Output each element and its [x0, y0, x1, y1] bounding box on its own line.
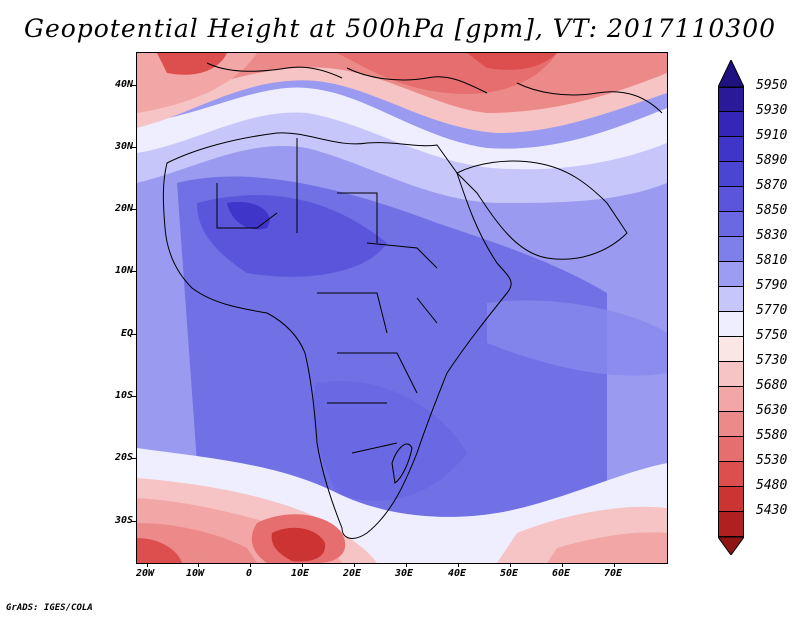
- colorbar-label: 5810: [756, 253, 788, 268]
- geopotential-field: [137, 53, 667, 563]
- colorbar-swatch: [718, 437, 744, 462]
- colorbar-label: 5750: [756, 328, 788, 343]
- lon-tick: [614, 563, 615, 567]
- lat-tick: [131, 85, 136, 86]
- colorbar-swatch: [718, 412, 744, 437]
- lat-label: 20S: [114, 452, 133, 463]
- lat-label: 10N: [114, 265, 133, 276]
- lat-tick: [131, 271, 136, 272]
- colorbar-bottom-arrow: [718, 537, 744, 555]
- colorbar-swatch: [718, 87, 744, 112]
- lat-tick: [131, 458, 136, 459]
- lon-tick: [198, 563, 199, 567]
- colorbar-label: 5530: [756, 453, 788, 468]
- colorbar-swatch: [718, 512, 744, 537]
- lat-tick: [131, 147, 136, 148]
- colorbar-label: 5950: [756, 78, 788, 93]
- lat-tick: [131, 396, 136, 397]
- lon-tick: [354, 563, 355, 567]
- lon-label: 10E: [291, 568, 310, 579]
- colorbar-label: 5850: [756, 203, 788, 218]
- colorbar-label: 5480: [756, 478, 788, 493]
- colorbar-label: 5770: [756, 303, 788, 318]
- lon-tick: [147, 563, 148, 567]
- lon-tick: [510, 563, 511, 567]
- colorbar-swatch: [718, 137, 744, 162]
- colorbar-swatch: [718, 262, 744, 287]
- lat-label: EQ: [120, 328, 133, 339]
- colorbar-label: 5580: [756, 428, 788, 443]
- footer-credit: GrADS: IGES/COLA: [6, 603, 93, 613]
- map-panel: [136, 52, 668, 564]
- lat-label: 30N: [114, 141, 133, 152]
- lat-label: 30S: [114, 515, 133, 526]
- colorbar-label: 5680: [756, 378, 788, 393]
- colorbar-swatch: [718, 337, 744, 362]
- lon-label: 10W: [186, 568, 205, 579]
- lat-label: 20N: [114, 203, 133, 214]
- colorbar-swatch: [718, 487, 744, 512]
- lon-label: 70E: [604, 568, 623, 579]
- lat-tick: [131, 209, 136, 210]
- lat-tick: [131, 334, 136, 335]
- lon-tick: [250, 563, 251, 567]
- lon-tick: [302, 563, 303, 567]
- colorbar-label: 5630: [756, 403, 788, 418]
- lat-label: 40N: [114, 79, 133, 90]
- lon-label: 0: [246, 568, 253, 579]
- colorbar-swatch: [718, 187, 744, 212]
- colorbar-swatch: [718, 462, 744, 487]
- colorbar-label: 5830: [756, 228, 788, 243]
- colorbar-label: 5910: [756, 128, 788, 143]
- lon-label: 20E: [343, 568, 362, 579]
- colorbar-label: 5930: [756, 103, 788, 118]
- lon-tick: [406, 563, 407, 567]
- colorbar-swatch: [718, 287, 744, 312]
- lon-label: 20W: [136, 568, 155, 579]
- colorbar-label: 5890: [756, 153, 788, 168]
- colorbar-swatch: [718, 162, 744, 187]
- map-title: Geopotential Height at 500hPa [gpm], VT:…: [23, 14, 777, 43]
- lat-tick: [131, 521, 136, 522]
- colorbar-swatch: [718, 387, 744, 412]
- lon-tick: [562, 563, 563, 567]
- colorbar-swatch: [718, 212, 744, 237]
- lat-label: 10S: [114, 390, 133, 401]
- colorbar-swatch: [718, 112, 744, 137]
- colorbar-label: 5790: [756, 278, 788, 293]
- colorbar-swatch: [718, 312, 744, 337]
- colorbar-top-arrow: [718, 60, 744, 87]
- colorbar-label: 5870: [756, 178, 788, 193]
- colorbar-swatch: [718, 237, 744, 262]
- lon-label: 50E: [500, 568, 519, 579]
- lon-label: 60E: [552, 568, 571, 579]
- lon-label: 30E: [395, 568, 414, 579]
- colorbar-label: 5430: [756, 503, 788, 518]
- colorbar-swatch: [718, 362, 744, 387]
- lon-tick: [458, 563, 459, 567]
- lon-label: 40E: [448, 568, 467, 579]
- colorbar-label: 5730: [756, 353, 788, 368]
